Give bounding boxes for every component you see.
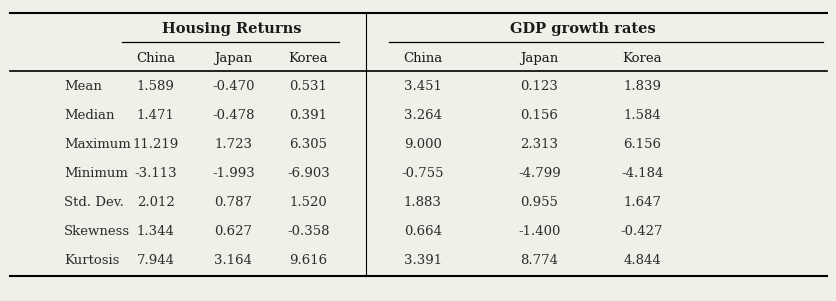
Text: 1.584: 1.584 — [623, 109, 660, 122]
Text: 0.531: 0.531 — [289, 80, 327, 94]
Text: 7.944: 7.944 — [136, 254, 175, 267]
Text: GDP growth rates: GDP growth rates — [509, 22, 655, 36]
Text: 1.883: 1.883 — [403, 196, 441, 209]
Text: -0.470: -0.470 — [212, 80, 254, 94]
Text: 1.520: 1.520 — [289, 196, 327, 209]
Text: Kurtosis: Kurtosis — [64, 254, 120, 267]
Text: 2.313: 2.313 — [520, 138, 558, 151]
Text: Housing Returns: Housing Returns — [161, 22, 301, 36]
Text: 0.664: 0.664 — [403, 225, 441, 238]
Text: Japan: Japan — [520, 51, 558, 65]
Text: 6.156: 6.156 — [622, 138, 660, 151]
Text: 2.012: 2.012 — [136, 196, 175, 209]
Text: 0.787: 0.787 — [214, 196, 252, 209]
Text: 1.647: 1.647 — [622, 196, 660, 209]
Text: Korea: Korea — [621, 51, 661, 65]
Text: Std. Dev.: Std. Dev. — [64, 196, 124, 209]
Text: 3.264: 3.264 — [403, 109, 441, 122]
Text: Minimum: Minimum — [64, 167, 128, 180]
Text: Korea: Korea — [288, 51, 328, 65]
Text: 8.774: 8.774 — [520, 254, 558, 267]
Text: -1.400: -1.400 — [517, 225, 560, 238]
Text: 6.305: 6.305 — [289, 138, 327, 151]
Text: -4.184: -4.184 — [620, 167, 662, 180]
Text: 3.164: 3.164 — [214, 254, 252, 267]
Text: 3.391: 3.391 — [403, 254, 441, 267]
Text: 1.723: 1.723 — [214, 138, 252, 151]
Text: China: China — [136, 51, 175, 65]
Text: 9.616: 9.616 — [289, 254, 327, 267]
Text: 1.839: 1.839 — [622, 80, 660, 94]
Text: -6.903: -6.903 — [287, 167, 329, 180]
Text: Maximum: Maximum — [64, 138, 130, 151]
Text: Japan: Japan — [214, 51, 252, 65]
Text: Skewness: Skewness — [64, 225, 130, 238]
Text: 9.000: 9.000 — [403, 138, 441, 151]
Text: -4.799: -4.799 — [517, 167, 560, 180]
Text: China: China — [403, 51, 441, 65]
Text: 0.156: 0.156 — [520, 109, 558, 122]
Text: 0.391: 0.391 — [289, 109, 327, 122]
Text: -0.427: -0.427 — [620, 225, 662, 238]
Text: 1.344: 1.344 — [136, 225, 175, 238]
Text: 1.471: 1.471 — [136, 109, 175, 122]
Text: 3.451: 3.451 — [403, 80, 441, 94]
Text: 0.123: 0.123 — [520, 80, 558, 94]
Text: 11.219: 11.219 — [132, 138, 179, 151]
Text: Mean: Mean — [64, 80, 102, 94]
Text: -1.993: -1.993 — [212, 167, 254, 180]
Text: -0.755: -0.755 — [401, 167, 443, 180]
Text: 1.589: 1.589 — [136, 80, 175, 94]
Text: 0.627: 0.627 — [214, 225, 252, 238]
Text: Median: Median — [64, 109, 115, 122]
Text: -0.358: -0.358 — [287, 225, 329, 238]
Text: -0.478: -0.478 — [212, 109, 254, 122]
Text: -3.113: -3.113 — [135, 167, 177, 180]
Text: 4.844: 4.844 — [623, 254, 660, 267]
Text: 0.955: 0.955 — [520, 196, 558, 209]
